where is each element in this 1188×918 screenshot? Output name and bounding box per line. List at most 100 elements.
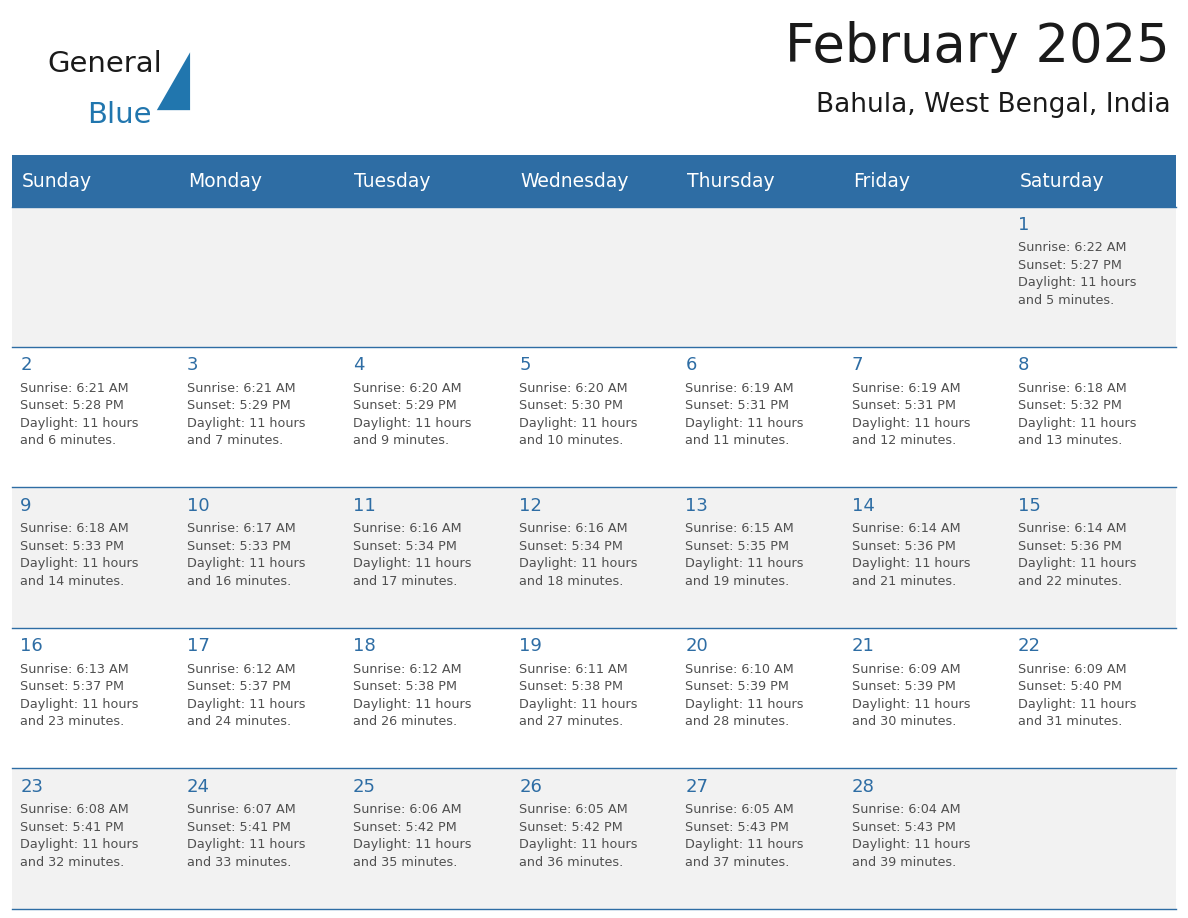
Text: 24: 24 bbox=[187, 778, 209, 796]
Text: Sunrise: 6:07 AM
Sunset: 5:41 PM
Daylight: 11 hours
and 33 minutes.: Sunrise: 6:07 AM Sunset: 5:41 PM Dayligh… bbox=[187, 803, 305, 868]
Bar bbox=[677, 347, 843, 487]
Text: 12: 12 bbox=[519, 497, 542, 515]
Bar bbox=[345, 487, 511, 628]
Text: Sunrise: 6:05 AM
Sunset: 5:42 PM
Daylight: 11 hours
and 36 minutes.: Sunrise: 6:05 AM Sunset: 5:42 PM Dayligh… bbox=[519, 803, 638, 868]
Text: Sunrise: 6:04 AM
Sunset: 5:43 PM
Daylight: 11 hours
and 39 minutes.: Sunrise: 6:04 AM Sunset: 5:43 PM Dayligh… bbox=[852, 803, 971, 868]
Text: Friday: Friday bbox=[853, 172, 910, 191]
Bar bbox=[511, 156, 677, 207]
Text: 20: 20 bbox=[685, 637, 708, 655]
Bar bbox=[1010, 628, 1176, 768]
Bar bbox=[677, 207, 843, 347]
Bar bbox=[12, 156, 178, 207]
Text: 26: 26 bbox=[519, 778, 542, 796]
Bar bbox=[843, 628, 1010, 768]
Polygon shape bbox=[157, 52, 190, 110]
Text: Sunrise: 6:15 AM
Sunset: 5:35 PM
Daylight: 11 hours
and 19 minutes.: Sunrise: 6:15 AM Sunset: 5:35 PM Dayligh… bbox=[685, 522, 804, 588]
Text: Sunrise: 6:10 AM
Sunset: 5:39 PM
Daylight: 11 hours
and 28 minutes.: Sunrise: 6:10 AM Sunset: 5:39 PM Dayligh… bbox=[685, 663, 804, 728]
Text: 6: 6 bbox=[685, 356, 697, 375]
Bar bbox=[345, 768, 511, 909]
Bar bbox=[677, 628, 843, 768]
Text: 22: 22 bbox=[1018, 637, 1041, 655]
Text: 7: 7 bbox=[852, 356, 864, 375]
Text: 23: 23 bbox=[20, 778, 43, 796]
Bar bbox=[178, 156, 345, 207]
Bar bbox=[843, 768, 1010, 909]
Text: Sunrise: 6:22 AM
Sunset: 5:27 PM
Daylight: 11 hours
and 5 minutes.: Sunrise: 6:22 AM Sunset: 5:27 PM Dayligh… bbox=[1018, 241, 1137, 307]
Bar bbox=[843, 207, 1010, 347]
Text: 9: 9 bbox=[20, 497, 32, 515]
Bar bbox=[677, 487, 843, 628]
Bar bbox=[511, 347, 677, 487]
Bar bbox=[12, 628, 178, 768]
Bar bbox=[1010, 347, 1176, 487]
Text: Sunrise: 6:16 AM
Sunset: 5:34 PM
Daylight: 11 hours
and 17 minutes.: Sunrise: 6:16 AM Sunset: 5:34 PM Dayligh… bbox=[353, 522, 472, 588]
Bar bbox=[345, 207, 511, 347]
Bar bbox=[1010, 156, 1176, 207]
Text: 18: 18 bbox=[353, 637, 375, 655]
Text: 14: 14 bbox=[852, 497, 874, 515]
Text: Sunday: Sunday bbox=[21, 172, 91, 191]
Text: Sunrise: 6:18 AM
Sunset: 5:33 PM
Daylight: 11 hours
and 14 minutes.: Sunrise: 6:18 AM Sunset: 5:33 PM Dayligh… bbox=[20, 522, 139, 588]
Bar bbox=[1010, 207, 1176, 347]
Text: Sunrise: 6:14 AM
Sunset: 5:36 PM
Daylight: 11 hours
and 22 minutes.: Sunrise: 6:14 AM Sunset: 5:36 PM Dayligh… bbox=[1018, 522, 1137, 588]
Bar bbox=[12, 347, 178, 487]
Text: 13: 13 bbox=[685, 497, 708, 515]
Bar bbox=[12, 155, 1176, 160]
Bar bbox=[178, 207, 345, 347]
Text: Sunrise: 6:06 AM
Sunset: 5:42 PM
Daylight: 11 hours
and 35 minutes.: Sunrise: 6:06 AM Sunset: 5:42 PM Dayligh… bbox=[353, 803, 472, 868]
Bar bbox=[12, 768, 178, 909]
Text: Sunrise: 6:14 AM
Sunset: 5:36 PM
Daylight: 11 hours
and 21 minutes.: Sunrise: 6:14 AM Sunset: 5:36 PM Dayligh… bbox=[852, 522, 971, 588]
Text: Sunrise: 6:19 AM
Sunset: 5:31 PM
Daylight: 11 hours
and 11 minutes.: Sunrise: 6:19 AM Sunset: 5:31 PM Dayligh… bbox=[685, 382, 804, 447]
Text: Sunrise: 6:17 AM
Sunset: 5:33 PM
Daylight: 11 hours
and 16 minutes.: Sunrise: 6:17 AM Sunset: 5:33 PM Dayligh… bbox=[187, 522, 305, 588]
Text: Sunrise: 6:18 AM
Sunset: 5:32 PM
Daylight: 11 hours
and 13 minutes.: Sunrise: 6:18 AM Sunset: 5:32 PM Dayligh… bbox=[1018, 382, 1137, 447]
Text: 2: 2 bbox=[20, 356, 32, 375]
Bar bbox=[1010, 487, 1176, 628]
Bar bbox=[677, 156, 843, 207]
Text: 19: 19 bbox=[519, 637, 542, 655]
Bar bbox=[345, 628, 511, 768]
Text: 4: 4 bbox=[353, 356, 365, 375]
Text: 25: 25 bbox=[353, 778, 375, 796]
Text: Wednesday: Wednesday bbox=[520, 172, 628, 191]
Text: 11: 11 bbox=[353, 497, 375, 515]
Text: General: General bbox=[48, 50, 163, 79]
Text: Thursday: Thursday bbox=[687, 172, 775, 191]
Text: 15: 15 bbox=[1018, 497, 1041, 515]
Text: 17: 17 bbox=[187, 637, 209, 655]
Text: Sunrise: 6:19 AM
Sunset: 5:31 PM
Daylight: 11 hours
and 12 minutes.: Sunrise: 6:19 AM Sunset: 5:31 PM Dayligh… bbox=[852, 382, 971, 447]
Bar bbox=[511, 487, 677, 628]
Bar bbox=[511, 768, 677, 909]
Bar bbox=[511, 628, 677, 768]
Text: 10: 10 bbox=[187, 497, 209, 515]
Bar bbox=[843, 347, 1010, 487]
Text: Monday: Monday bbox=[188, 172, 261, 191]
Bar bbox=[178, 487, 345, 628]
Text: Sunrise: 6:11 AM
Sunset: 5:38 PM
Daylight: 11 hours
and 27 minutes.: Sunrise: 6:11 AM Sunset: 5:38 PM Dayligh… bbox=[519, 663, 638, 728]
Text: 21: 21 bbox=[852, 637, 874, 655]
Text: 28: 28 bbox=[852, 778, 874, 796]
Text: Sunrise: 6:12 AM
Sunset: 5:37 PM
Daylight: 11 hours
and 24 minutes.: Sunrise: 6:12 AM Sunset: 5:37 PM Dayligh… bbox=[187, 663, 305, 728]
Text: Sunrise: 6:21 AM
Sunset: 5:28 PM
Daylight: 11 hours
and 6 minutes.: Sunrise: 6:21 AM Sunset: 5:28 PM Dayligh… bbox=[20, 382, 139, 447]
Text: Bahula, West Bengal, India: Bahula, West Bengal, India bbox=[815, 92, 1170, 118]
Text: Sunrise: 6:20 AM
Sunset: 5:30 PM
Daylight: 11 hours
and 10 minutes.: Sunrise: 6:20 AM Sunset: 5:30 PM Dayligh… bbox=[519, 382, 638, 447]
Bar bbox=[843, 487, 1010, 628]
Text: Sunrise: 6:12 AM
Sunset: 5:38 PM
Daylight: 11 hours
and 26 minutes.: Sunrise: 6:12 AM Sunset: 5:38 PM Dayligh… bbox=[353, 663, 472, 728]
Bar bbox=[12, 207, 178, 347]
Text: Sunrise: 6:05 AM
Sunset: 5:43 PM
Daylight: 11 hours
and 37 minutes.: Sunrise: 6:05 AM Sunset: 5:43 PM Dayligh… bbox=[685, 803, 804, 868]
Text: Sunrise: 6:09 AM
Sunset: 5:39 PM
Daylight: 11 hours
and 30 minutes.: Sunrise: 6:09 AM Sunset: 5:39 PM Dayligh… bbox=[852, 663, 971, 728]
Text: Saturday: Saturday bbox=[1019, 172, 1104, 191]
Bar bbox=[511, 207, 677, 347]
Text: 3: 3 bbox=[187, 356, 198, 375]
Text: Tuesday: Tuesday bbox=[354, 172, 430, 191]
Text: 1: 1 bbox=[1018, 216, 1030, 234]
Bar bbox=[843, 156, 1010, 207]
Bar bbox=[178, 628, 345, 768]
Text: 5: 5 bbox=[519, 356, 531, 375]
Text: Sunrise: 6:16 AM
Sunset: 5:34 PM
Daylight: 11 hours
and 18 minutes.: Sunrise: 6:16 AM Sunset: 5:34 PM Dayligh… bbox=[519, 522, 638, 588]
Bar bbox=[677, 768, 843, 909]
Text: Sunrise: 6:09 AM
Sunset: 5:40 PM
Daylight: 11 hours
and 31 minutes.: Sunrise: 6:09 AM Sunset: 5:40 PM Dayligh… bbox=[1018, 663, 1137, 728]
Text: Sunrise: 6:13 AM
Sunset: 5:37 PM
Daylight: 11 hours
and 23 minutes.: Sunrise: 6:13 AM Sunset: 5:37 PM Dayligh… bbox=[20, 663, 139, 728]
Bar bbox=[178, 347, 345, 487]
Bar bbox=[178, 768, 345, 909]
Text: February 2025: February 2025 bbox=[785, 21, 1170, 73]
